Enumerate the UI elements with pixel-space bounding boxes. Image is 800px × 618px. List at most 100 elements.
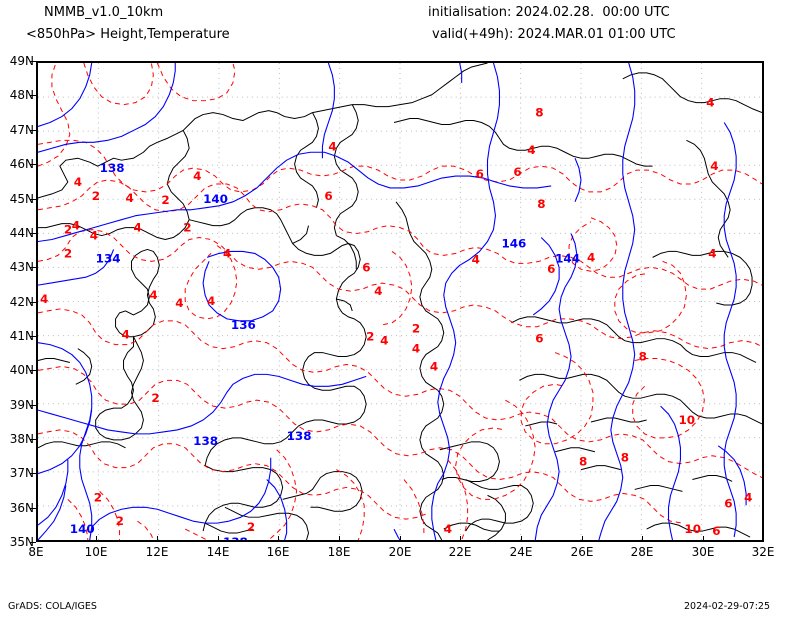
ytick-48N: 48N bbox=[9, 88, 34, 102]
height-contour-labels: 138 140 134 146 144 136 138 138 140 142 … bbox=[70, 161, 580, 540]
xtick-20E: 20E bbox=[388, 545, 412, 559]
ytick-35N: 35N bbox=[9, 535, 34, 549]
height-label-136: 136 bbox=[231, 318, 256, 332]
temp-label: 4 bbox=[744, 490, 752, 504]
temp-label: 2 bbox=[412, 322, 420, 336]
temp-label: 2 bbox=[366, 330, 374, 344]
temp-label: 4 bbox=[444, 522, 452, 536]
temp-label: 4 bbox=[40, 292, 48, 306]
temp-label: 8 bbox=[579, 455, 587, 469]
xtick-24E: 24E bbox=[509, 545, 533, 559]
temp-label: 4 bbox=[149, 288, 157, 302]
map-plot-area: 138 140 134 146 144 136 138 138 140 142 … bbox=[36, 61, 764, 542]
height-label-144: 144 bbox=[555, 251, 580, 265]
ytick-40N: 40N bbox=[9, 363, 34, 377]
temp-label: 4 bbox=[223, 246, 231, 260]
ytick-43N: 43N bbox=[9, 260, 34, 274]
level-and-fields-label: <850hPa> Height,Temperature bbox=[26, 27, 230, 42]
temp-label: 4 bbox=[126, 191, 134, 205]
temp-label: 4 bbox=[412, 342, 420, 356]
temp-label: 4 bbox=[374, 284, 382, 298]
temp-label: 4 bbox=[193, 169, 201, 183]
temp-label: 2 bbox=[116, 514, 124, 528]
temp-label: 4 bbox=[527, 143, 535, 157]
xtick-30E: 30E bbox=[691, 545, 715, 559]
temp-label: 10 bbox=[684, 522, 701, 536]
xtick-32E: 32E bbox=[751, 545, 775, 559]
temp-label: 6 bbox=[724, 496, 732, 510]
temp-label: 2 bbox=[247, 520, 255, 534]
temp-label: 2 bbox=[161, 193, 169, 207]
xtick-28E: 28E bbox=[630, 545, 654, 559]
temp-label: 4 bbox=[175, 296, 183, 310]
ytick-46N: 46N bbox=[9, 157, 34, 171]
temp-label: 2 bbox=[64, 223, 72, 237]
temperature-contours bbox=[38, 63, 762, 540]
model-name: NMMB_v1.0_10km bbox=[44, 5, 164, 20]
ytick-44N: 44N bbox=[9, 226, 34, 240]
height-label-138b: 138 bbox=[193, 434, 218, 448]
temp-label: 2 bbox=[183, 221, 191, 235]
height-label-134: 134 bbox=[96, 251, 121, 265]
ytick-47N: 47N bbox=[9, 123, 34, 137]
temp-label: 4 bbox=[587, 250, 595, 264]
temp-label: 4 bbox=[90, 229, 98, 243]
height-label-140b: 140 bbox=[70, 522, 95, 536]
temp-label: 4 bbox=[710, 159, 718, 173]
temp-label: 4 bbox=[207, 294, 215, 308]
ytick-39N: 39N bbox=[9, 398, 34, 412]
temp-label: 4 bbox=[122, 328, 130, 342]
temp-label: 6 bbox=[535, 332, 543, 346]
temp-label: 4 bbox=[708, 246, 716, 260]
temp-label: 2 bbox=[94, 490, 102, 504]
ytick-45N: 45N bbox=[9, 192, 34, 206]
temp-label: 6 bbox=[513, 165, 521, 179]
temp-label: 4 bbox=[72, 219, 80, 233]
temp-label: 4 bbox=[472, 252, 480, 266]
temp-label: 6 bbox=[362, 260, 370, 274]
initialisation-time-label: initialisation: 2024.02.28. 00:00 UTC bbox=[428, 5, 670, 20]
xtick-16E: 16E bbox=[266, 545, 290, 559]
temp-label: 2 bbox=[64, 246, 72, 260]
gridlines bbox=[38, 63, 762, 540]
ytick-36N: 36N bbox=[9, 501, 34, 515]
temp-label: 4 bbox=[380, 334, 388, 348]
weather-map-canvas: 138 140 134 146 144 136 138 138 140 142 … bbox=[38, 63, 762, 540]
ytick-38N: 38N bbox=[9, 432, 34, 446]
temp-label: 8 bbox=[537, 197, 545, 211]
temperature-contour-labels: 4 2 4 4 4 6 6 8 4 4 4 2 4 4 2 6 8 4 4 2 … bbox=[40, 96, 752, 538]
ytick-49N: 49N bbox=[9, 54, 34, 68]
temp-label: 4 bbox=[74, 175, 82, 189]
temp-label: 8 bbox=[621, 451, 629, 465]
temp-label: 10 bbox=[678, 413, 695, 427]
ytick-37N: 37N bbox=[9, 466, 34, 480]
height-label-138d: 138 bbox=[223, 535, 248, 540]
generated-timestamp-label: 2024-02-29-07:25 bbox=[684, 601, 771, 612]
temp-label: 4 bbox=[133, 221, 141, 235]
height-label-138: 138 bbox=[100, 161, 125, 175]
xtick-22E: 22E bbox=[448, 545, 472, 559]
temp-label: 6 bbox=[324, 189, 332, 203]
temp-label: 6 bbox=[476, 167, 484, 181]
xtick-8E: 8E bbox=[28, 545, 44, 559]
xtick-12E: 12E bbox=[145, 545, 169, 559]
temp-label: 2 bbox=[92, 189, 100, 203]
temp-label: 8 bbox=[535, 106, 543, 120]
ytick-42N: 42N bbox=[9, 295, 34, 309]
temp-label: 8 bbox=[639, 350, 647, 364]
grads-credit-label: GrADS: COLA/IGES bbox=[8, 601, 97, 612]
temp-label: 6 bbox=[712, 524, 720, 538]
temp-label: 4 bbox=[328, 139, 336, 153]
temp-label: 2 bbox=[151, 391, 159, 405]
xtick-14E: 14E bbox=[206, 545, 230, 559]
temp-label: 6 bbox=[547, 262, 555, 276]
temp-label: 4 bbox=[430, 359, 438, 373]
temp-label: 4 bbox=[706, 96, 714, 110]
xtick-10E: 10E bbox=[84, 545, 108, 559]
height-label-140: 140 bbox=[203, 192, 228, 206]
height-contours bbox=[38, 63, 747, 540]
height-label-146: 146 bbox=[501, 236, 526, 250]
xtick-26E: 26E bbox=[570, 545, 594, 559]
xtick-18E: 18E bbox=[327, 545, 351, 559]
valid-time-label: valid(+49h): 2024.MAR.01 01:00 UTC bbox=[432, 27, 676, 42]
